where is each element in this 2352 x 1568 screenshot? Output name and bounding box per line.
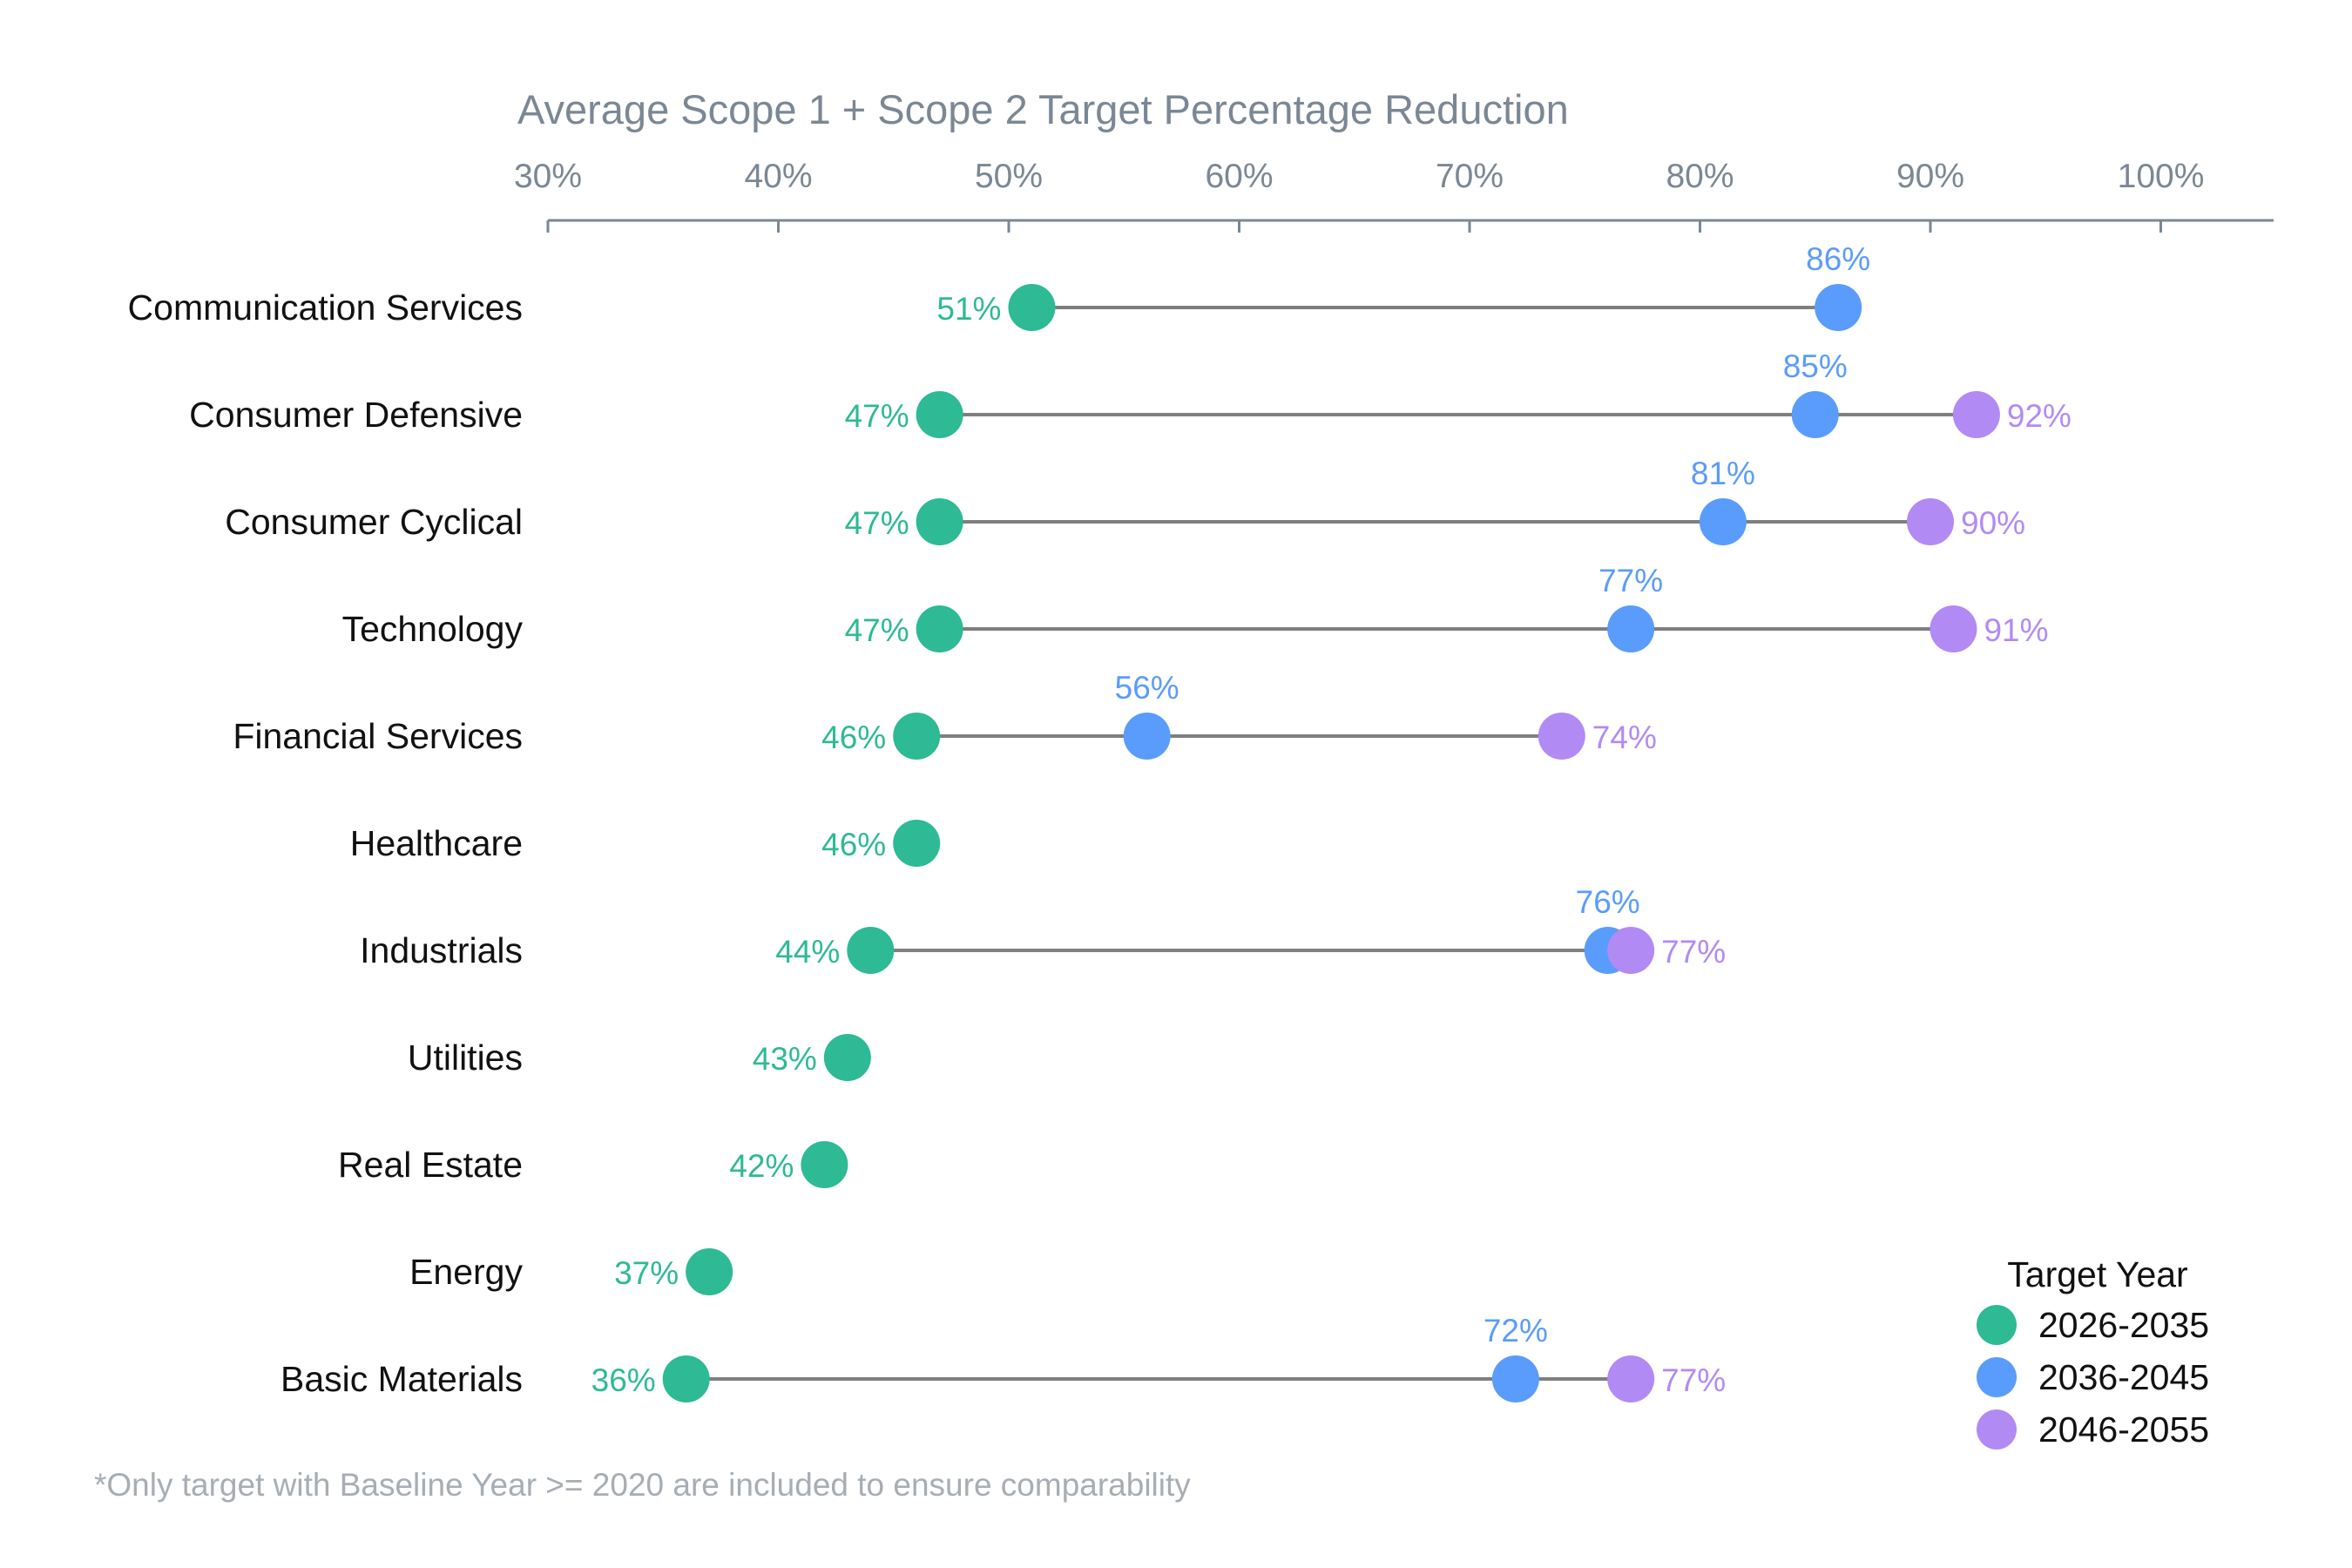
x-tick-label: 60% (1205, 158, 1273, 195)
x-tick-label: 100% (2118, 158, 2205, 195)
data-point (916, 605, 963, 652)
legend: Target Year 2026-2035 2036-2045 2046-2055 (1977, 1254, 2209, 1450)
x-tick-label: 30% (514, 158, 582, 195)
data-label: 90% (1961, 505, 2025, 541)
data-label: 46% (821, 720, 886, 755)
category-label: Utilities (408, 1037, 523, 1078)
chart-row: Basic Materials 36% 72% 77% (280, 1313, 1726, 1402)
chart-row: Consumer Cyclical 47% 81% 90% (225, 456, 2025, 545)
x-tick-label: 90% (1896, 158, 1964, 195)
data-point (1008, 284, 1056, 331)
data-point (1907, 498, 1954, 545)
data-label: 77% (1598, 563, 1663, 598)
data-point (662, 1355, 710, 1402)
category-label: Real Estate (338, 1145, 523, 1185)
data-label: 92% (2007, 398, 2072, 434)
legend-label: 2026-2035 (2038, 1305, 2209, 1345)
category-label: Technology (342, 609, 524, 649)
data-point (1491, 1355, 1539, 1402)
category-label: Basic Materials (280, 1359, 523, 1399)
chart-row: Utilities 43% (408, 1034, 871, 1081)
data-point (893, 820, 941, 867)
data-label: 72% (1484, 1313, 1548, 1348)
category-label: Consumer Defensive (189, 395, 523, 435)
data-label: 56% (1115, 670, 1179, 706)
data-point (1699, 498, 1747, 545)
data-point (801, 1141, 848, 1188)
data-label: 74% (1592, 720, 1657, 755)
data-point (1607, 927, 1655, 974)
category-label: Financial Services (233, 716, 523, 756)
data-point (1815, 284, 1862, 331)
chart-row: Healthcare 46% (350, 820, 941, 867)
chart-row: Real Estate 42% (338, 1141, 848, 1188)
data-point (916, 391, 963, 438)
x-tick-label: 40% (744, 158, 812, 195)
legend-marker (1977, 1357, 2017, 1397)
legend-marker (1977, 1409, 2017, 1450)
legend-title: Target Year (2007, 1254, 2187, 1294)
chart-row: Industrials 44% 76% 77% (360, 884, 1726, 974)
category-label: Energy (409, 1252, 523, 1292)
x-tick-label: 50% (975, 158, 1043, 195)
data-label: 37% (614, 1255, 679, 1291)
legend-label: 2046-2055 (2038, 1409, 2209, 1450)
data-point (893, 713, 941, 760)
data-point (1930, 605, 1977, 652)
data-point (916, 498, 963, 545)
category-label: Consumer Cyclical (225, 502, 523, 542)
data-label: 47% (845, 612, 909, 648)
data-point (1538, 713, 1585, 760)
chart-row: Energy 37% (409, 1248, 733, 1295)
data-label: 44% (775, 934, 840, 970)
data-label: 47% (845, 505, 909, 541)
data-label: 47% (845, 398, 909, 434)
chart-row: Consumer Defensive 47% 85% 92% (189, 348, 2072, 438)
data-point (1123, 713, 1171, 760)
data-label: 51% (936, 291, 1001, 327)
category-label: Healthcare (350, 823, 523, 863)
x-tick-label: 70% (1436, 158, 1504, 195)
chart-rows: Communication Services 51% 86% Consumer Def… (128, 241, 2072, 1402)
data-label: 91% (1984, 612, 2048, 648)
chart-title: Average Scope 1 + Scope 2 Target Percent… (517, 86, 1569, 132)
legend-label: 2036-2045 (2038, 1357, 2209, 1397)
footnote: *Only target with Baseline Year >= 2020 … (94, 1467, 1191, 1503)
x-axis-ticks: 30% 40% 50% 60% 70% 80% 90% 100% (514, 158, 2204, 233)
data-point (1607, 605, 1655, 652)
data-label: 85% (1783, 348, 1848, 384)
legend-marker (1977, 1305, 2017, 1345)
data-label: 36% (591, 1362, 656, 1398)
category-label: Industrials (360, 930, 523, 970)
data-label: 77% (1661, 934, 1726, 970)
data-point (823, 1034, 871, 1081)
data-point (1952, 391, 2000, 438)
chart-row: Communication Services 51% 86% (128, 241, 1870, 331)
data-label: 76% (1576, 884, 1640, 920)
data-label: 43% (753, 1041, 817, 1077)
data-label: 81% (1691, 456, 1755, 491)
chart-row: Financial Services 46% 56% 74% (233, 670, 1657, 760)
x-tick-label: 80% (1666, 158, 1734, 195)
chart-row: Technology 47% 77% 91% (342, 563, 2049, 652)
data-label: 77% (1661, 1362, 1726, 1398)
category-label: Communication Services (128, 287, 523, 328)
data-point (1607, 1355, 1655, 1402)
data-label: 42% (729, 1148, 794, 1184)
data-label: 46% (821, 827, 886, 862)
data-point (847, 927, 895, 974)
data-label: 86% (1806, 241, 1870, 277)
data-point (686, 1248, 733, 1295)
data-point (1791, 391, 1839, 438)
